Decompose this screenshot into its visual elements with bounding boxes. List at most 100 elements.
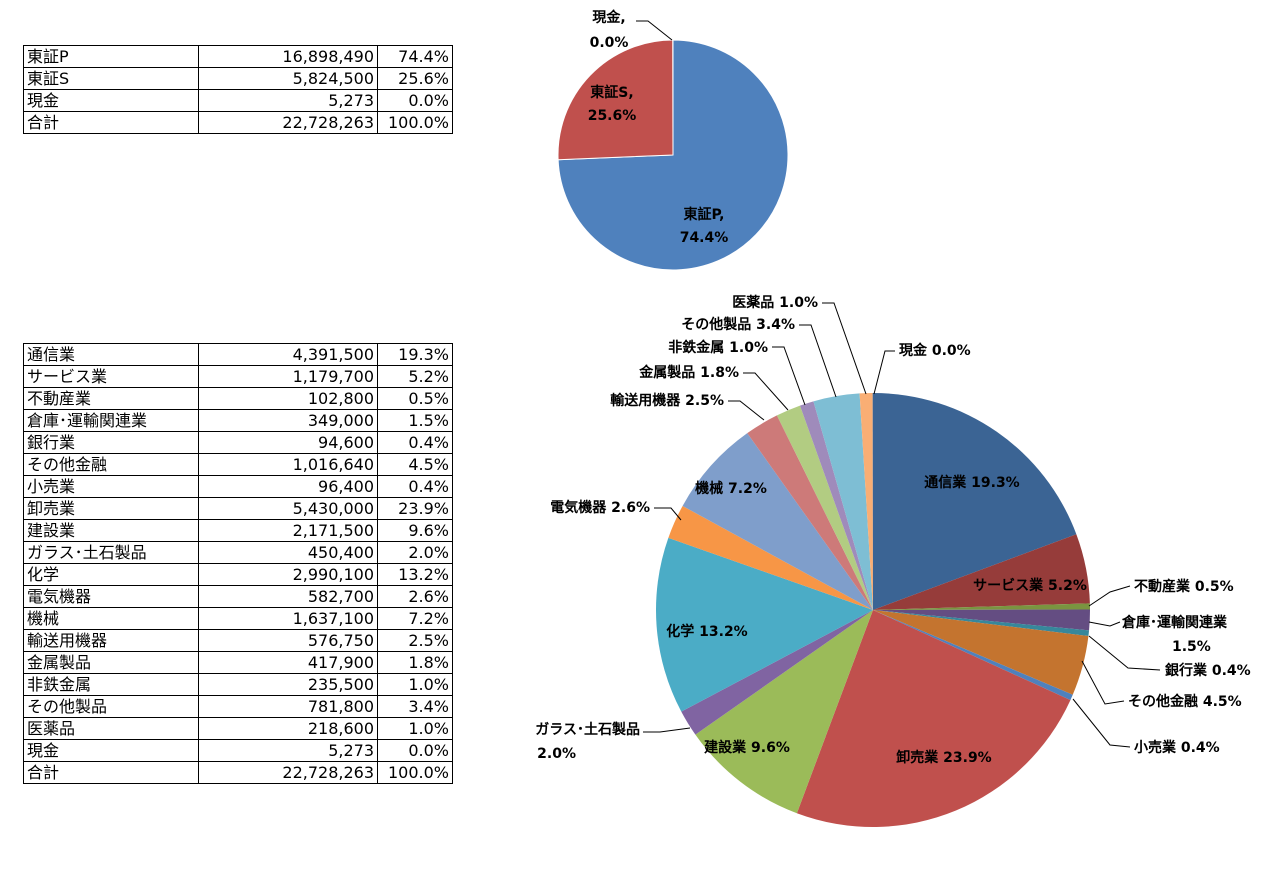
row-percent: 0.4% [377, 475, 453, 498]
pie-data-label: 2.0% [537, 746, 576, 762]
sector-pie-chart: 通信業 19.3% サービス業 5.2% 不動産業 0.5% 倉庫･運輸関連業 1.5%… [535, 294, 1251, 828]
table-row: 通信業 4,391,500 19.3% [23, 343, 453, 366]
leader-line [636, 20, 673, 41]
table-row: 輸送用機器 576,750 2.5% [23, 629, 453, 652]
pie-slice [873, 610, 1073, 701]
row-percent: 0.4% [377, 431, 453, 454]
pie-slice [695, 610, 873, 814]
row-percent: 2.6% [377, 585, 453, 608]
pie-data-label: 輸送用機器 2.5% [610, 392, 724, 409]
row-name: ガラス･土石製品 [23, 541, 199, 564]
leader-line [1072, 698, 1131, 748]
row-name: 非鉄金属 [23, 673, 199, 696]
row-percent: 100.0% [377, 111, 453, 134]
row-value: 102,800 [198, 387, 378, 410]
pie-data-label: 倉庫･運輸関連業 [1121, 614, 1228, 631]
pie-data-label: 1.5% [1172, 639, 1211, 655]
row-value: 22,728,263 [198, 761, 378, 784]
pie-data-label: 小売業 0.4% [1134, 739, 1220, 756]
row-percent: 100.0% [377, 761, 453, 784]
table-row: 非鉄金属 235,500 1.0% [23, 673, 453, 696]
pie-data-label: 現金, [592, 9, 625, 26]
row-name: 倉庫･運輸関連業 [23, 409, 199, 432]
row-name: 現金 [23, 739, 199, 762]
row-percent: 3.4% [377, 695, 453, 718]
pie-data-label: 不動産業 0.5% [1134, 578, 1234, 595]
pie-data-label: 現金 0.0% [899, 342, 971, 359]
pie-data-label: 金属製品 1.8% [638, 364, 739, 381]
pie-slice [873, 603, 1090, 610]
pie-data-label: 東証S, [590, 84, 633, 101]
row-name: 合計 [23, 761, 199, 784]
table-row: 不動産業 102,800 0.5% [23, 387, 453, 410]
pie-data-label: 74.4% [680, 230, 729, 246]
row-percent: 25.6% [377, 67, 453, 90]
pie-data-label: 建設業 9.6% [704, 739, 790, 756]
pie-slice [655, 537, 873, 712]
pie-slice [873, 393, 1077, 610]
pie-slice [873, 534, 1090, 610]
row-value: 1,179,700 [198, 365, 378, 388]
leader-line [1081, 660, 1125, 705]
row-name: 合計 [23, 111, 199, 134]
table-row: 卸売業 5,430,000 23.9% [23, 497, 453, 520]
pie-data-label: その他製品 3.4% [681, 316, 795, 333]
pie-slice [859, 393, 873, 610]
leader-line [1088, 635, 1161, 671]
pie-data-label: 医薬品 1.0% [732, 294, 818, 311]
row-value: 235,500 [198, 673, 378, 696]
row-percent: 9.6% [377, 519, 453, 542]
pie-data-label: その他金融 4.5% [1128, 693, 1242, 710]
row-value: 2,171,500 [198, 519, 378, 542]
table-row: 合計 22,728,263 100.0% [23, 111, 453, 134]
table-row: 銀行業 94,600 0.4% [23, 431, 453, 454]
row-percent: 13.2% [377, 563, 453, 586]
leader-line [799, 324, 837, 398]
row-percent: 19.3% [377, 343, 453, 366]
table-row: サービス業 1,179,700 5.2% [23, 365, 453, 388]
row-percent: 1.0% [377, 673, 453, 696]
table-row: 東証S 5,824,500 25.6% [23, 67, 453, 90]
row-percent: 23.9% [377, 497, 453, 520]
row-percent: 4.5% [377, 453, 453, 476]
pie-data-label: 卸売業 23.9% [896, 749, 991, 766]
pie-slice [800, 401, 873, 610]
pie-slice [682, 433, 873, 610]
pie-data-label: ガラス･土石製品 [535, 721, 640, 738]
pie-data-label: 電気機器 2.6% [550, 499, 650, 516]
leader-line [1088, 585, 1131, 607]
row-name: 輸送用機器 [23, 629, 199, 652]
row-value: 417,900 [198, 651, 378, 674]
pie-slice [557, 39, 674, 161]
row-name: 通信業 [23, 343, 199, 366]
leader-line [822, 302, 867, 395]
pie-slice [681, 610, 873, 735]
row-value: 4,391,500 [198, 343, 378, 366]
row-value: 96,400 [198, 475, 378, 498]
pie-slice [873, 610, 1089, 695]
leader-line [1088, 621, 1121, 627]
leader-line [873, 350, 895, 395]
pie-slice [747, 415, 873, 610]
pie-slice [668, 505, 873, 610]
row-percent: 2.5% [377, 629, 453, 652]
row-percent: 5.2% [377, 365, 453, 388]
row-value: 5,430,000 [198, 497, 378, 520]
market-pie-chart: 東証P, 74.4% 東証S, 25.6% 現金, 0.0% [557, 9, 789, 271]
pie-slice [813, 393, 873, 610]
pie-data-label: 25.6% [588, 108, 637, 124]
pie-data-label: 通信業 19.3% [924, 474, 1019, 491]
row-percent: 0.5% [377, 387, 453, 410]
pie-data-label: 機械 7.2% [695, 480, 767, 497]
table-row: 化学 2,990,100 13.2% [23, 563, 453, 586]
leader-line [743, 372, 789, 411]
table-row: 金属製品 417,900 1.8% [23, 651, 453, 674]
row-name: 電気機器 [23, 585, 199, 608]
pie-data-label: 非鉄金属 1.0% [668, 339, 768, 356]
pie-data-label: 東証P, [683, 206, 724, 223]
row-name: 金属製品 [23, 651, 199, 674]
sector-table: 通信業 4,391,500 19.3% サービス業 1,179,700 5.2% 不動産業 1… [23, 343, 453, 784]
pie-slice [873, 609, 1091, 631]
leader-line [654, 507, 682, 521]
